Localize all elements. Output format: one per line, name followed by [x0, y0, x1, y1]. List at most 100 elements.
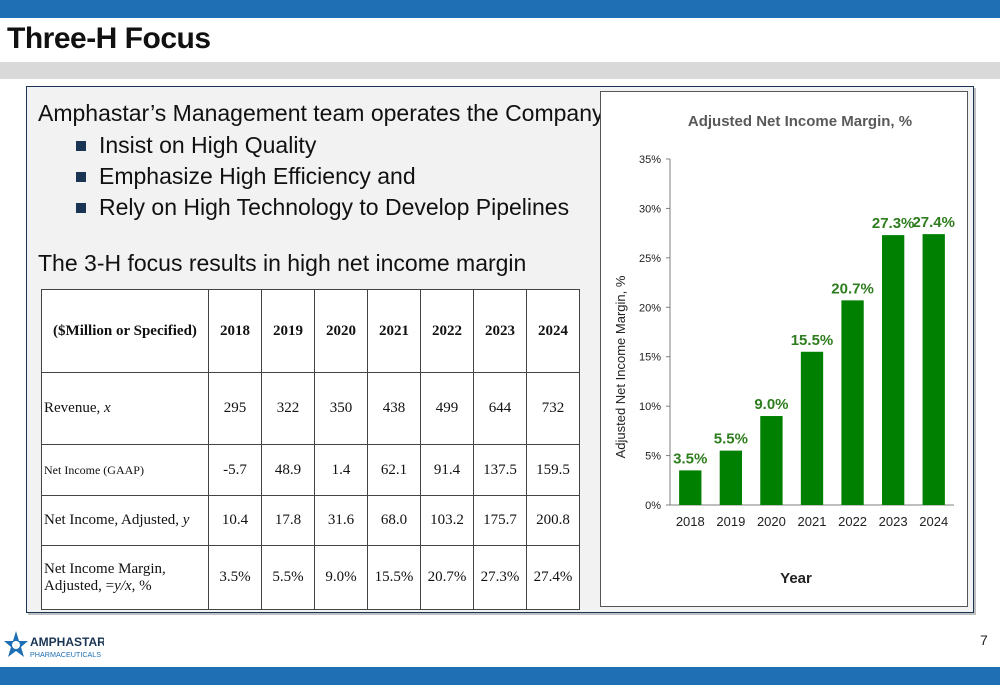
bar-2023: [881, 235, 905, 505]
table-cell: 3.5%: [208, 545, 262, 610]
y-axis-title: Adjusted Net Income Margin, %: [613, 275, 628, 458]
y-tick-label: 30%: [639, 203, 661, 215]
chart-container: Adjusted Net Income Margin, % 0% 5% 10% 15% 2…: [600, 91, 968, 607]
chart-title: Adjusted Net Income Margin, %: [688, 113, 912, 130]
table-cell: 350: [314, 372, 368, 445]
bullet-text: Rely on High Technology to Develop Pipel…: [99, 194, 570, 220]
y-variable: y: [182, 512, 190, 528]
y-tick-label: 20%: [639, 302, 661, 314]
margin-subheading: The 3-H focus results in high net income…: [38, 250, 527, 276]
margin-bar-chart: Adjusted Net Income Margin, % 0% 5% 10% 15% 2…: [613, 113, 955, 587]
bar-2020: [760, 416, 783, 505]
table-cell: 31.6: [314, 495, 368, 546]
table-cell: 732: [526, 372, 580, 445]
row-label: Net Income (GAAP): [41, 444, 209, 496]
data-label: 5.5%: [714, 431, 748, 448]
x-tick-label: 2019: [716, 514, 745, 529]
logo-tagline: PHARMACEUTICALS: [30, 650, 101, 659]
data-label: 3.5%: [673, 450, 707, 467]
financial-table: ($Million or Specified) 2018 2019 2020 2…: [41, 289, 580, 610]
bottom-brand-bar: [0, 667, 1000, 685]
intro-text: Amphastar’s Management team operates the…: [38, 100, 636, 126]
table-cell: 68.0: [367, 495, 421, 546]
bullet-item: Rely on High Technology to Develop Pipel…: [76, 192, 569, 223]
table-header-label: ($Million or Specified): [41, 289, 209, 373]
table-cell: 15.5%: [367, 545, 421, 610]
logo-wordmark: AMPHASTAR: [30, 635, 104, 649]
table-cell: 9.0%: [314, 545, 368, 610]
y-tick-label: 10%: [639, 401, 661, 413]
bar-2024: [922, 234, 945, 506]
data-label: 27.3%: [872, 215, 915, 232]
x-axis-title: Year: [780, 570, 812, 587]
table-cell: 27.4%: [526, 545, 580, 610]
table-cell: 17.8: [261, 495, 315, 546]
table-cell: 295: [208, 372, 262, 445]
table-cell: 48.9: [261, 444, 315, 496]
x-tick-label: 2020: [757, 514, 786, 529]
row-label: Net Income Margin, Adjusted, =y/x, %: [41, 545, 209, 610]
bullet-item: Insist on High Quality: [76, 130, 569, 161]
table-row: Revenue, x 295 322 350 438 499 644 732: [41, 372, 580, 445]
x-tick-label: 2022: [838, 514, 867, 529]
year-header: 2022: [420, 289, 474, 373]
table-cell: 20.7%: [420, 545, 474, 610]
table-cell: 175.7: [473, 495, 527, 546]
y-tick-label: 15%: [639, 352, 661, 364]
year-header: 2018: [208, 289, 262, 373]
table-cell: 5.5%: [261, 545, 315, 610]
square-bullet-icon: [76, 202, 86, 213]
year-header: 2020: [314, 289, 368, 373]
year-header: 2024: [526, 289, 580, 373]
x-tick-label: 2024: [919, 514, 948, 529]
y-tick-label: 25%: [639, 253, 661, 265]
data-label: 9.0%: [754, 396, 788, 413]
table-cell: 644: [473, 372, 527, 445]
slide-title: Three-H Focus: [7, 22, 211, 55]
table-cell: 62.1: [367, 444, 421, 496]
year-header: 2019: [261, 289, 315, 373]
table-row: Net Income Margin, Adjusted, =y/x, % 3.5%…: [41, 545, 580, 610]
table-row: Net Income, Adjusted, y 10.4 17.8 31.6 6…: [41, 495, 580, 546]
year-header: 2021: [367, 289, 421, 373]
x-tick-label: 2018: [676, 514, 705, 529]
table-cell: 10.4: [208, 495, 262, 546]
table-cell: 499: [420, 372, 474, 445]
table-cell: 27.3%: [473, 545, 527, 610]
bar-2022: [841, 300, 864, 505]
table-cell: 159.5: [526, 444, 580, 496]
table-cell: 103.2: [420, 495, 474, 546]
table-cell: 1.4: [314, 444, 368, 496]
table-cell: 137.5: [473, 444, 527, 496]
bar-2018: [679, 470, 702, 505]
ratio-variable: y/x: [114, 577, 132, 594]
y-tick-label: 35%: [639, 154, 661, 166]
amphastar-logo: AMPHASTAR PHARMACEUTICALS: [4, 631, 104, 659]
data-label: 20.7%: [831, 280, 874, 297]
x-variable: x: [103, 400, 111, 416]
y-tick-label: 0%: [645, 500, 661, 512]
title-underline-band: [0, 62, 1000, 79]
square-bullet-icon: [76, 171, 86, 182]
table-cell: -5.7: [208, 444, 262, 496]
year-header: 2023: [473, 289, 527, 373]
table-row: Net Income (GAAP) -5.7 48.9 1.4 62.1 91.…: [41, 444, 580, 496]
table-cell: 91.4: [420, 444, 474, 496]
data-label: 15.5%: [791, 332, 834, 349]
bar-2019: [719, 450, 743, 505]
row-label: Net Income, Adjusted, y: [41, 495, 209, 546]
star-emblem-icon: [4, 631, 28, 657]
table-cell: 438: [367, 372, 421, 445]
bullet-text: Emphasize High Efficiency and: [99, 163, 416, 189]
square-bullet-icon: [76, 140, 86, 151]
table-header-row: ($Million or Specified) 2018 2019 2020 2…: [41, 289, 580, 373]
y-tick-label: 5%: [645, 451, 661, 463]
x-tick-label: 2021: [798, 514, 827, 529]
bullet-item: Emphasize High Efficiency and: [76, 161, 569, 192]
row-label: Revenue, x: [41, 372, 209, 445]
data-label: 27.4%: [912, 214, 955, 231]
page-number: 7: [980, 632, 988, 648]
table-cell: 322: [261, 372, 315, 445]
bar-2021: [800, 351, 824, 505]
focus-bullet-list: Insist on High Quality Emphasize High Ef…: [76, 130, 569, 223]
